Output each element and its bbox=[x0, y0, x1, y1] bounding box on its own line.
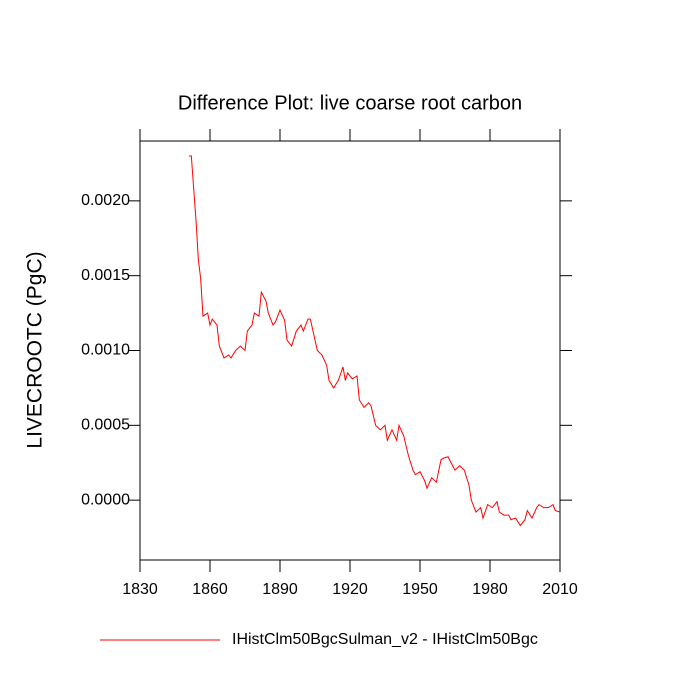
y-tick-label: 0.0000 bbox=[81, 491, 130, 508]
plot-frame bbox=[139, 140, 561, 561]
x-tick-label: 1890 bbox=[262, 581, 298, 598]
x-tick-label: 1950 bbox=[402, 581, 438, 598]
y-axis-label: LIVECROOTC (PgC) bbox=[24, 251, 47, 448]
x-tick-label: 2010 bbox=[542, 581, 578, 598]
chart-title: Difference Plot: live coarse root carbon bbox=[178, 92, 522, 114]
x-tick-label: 1860 bbox=[192, 581, 228, 598]
y-tick-label: 0.0015 bbox=[81, 267, 130, 284]
series-line bbox=[189, 155, 561, 527]
y-tick-label: 0.0020 bbox=[81, 192, 130, 209]
y-tick-label: 0.0005 bbox=[81, 417, 130, 434]
x-tick-label: 1920 bbox=[332, 581, 368, 598]
x-tick-label: 1830 bbox=[122, 581, 158, 598]
y-tick-label: 0.0010 bbox=[81, 342, 130, 359]
legend-label: IHistClm50BgcSulman_v2 - IHistClm50Bgc bbox=[232, 631, 538, 648]
x-tick-label: 1980 bbox=[472, 581, 508, 598]
